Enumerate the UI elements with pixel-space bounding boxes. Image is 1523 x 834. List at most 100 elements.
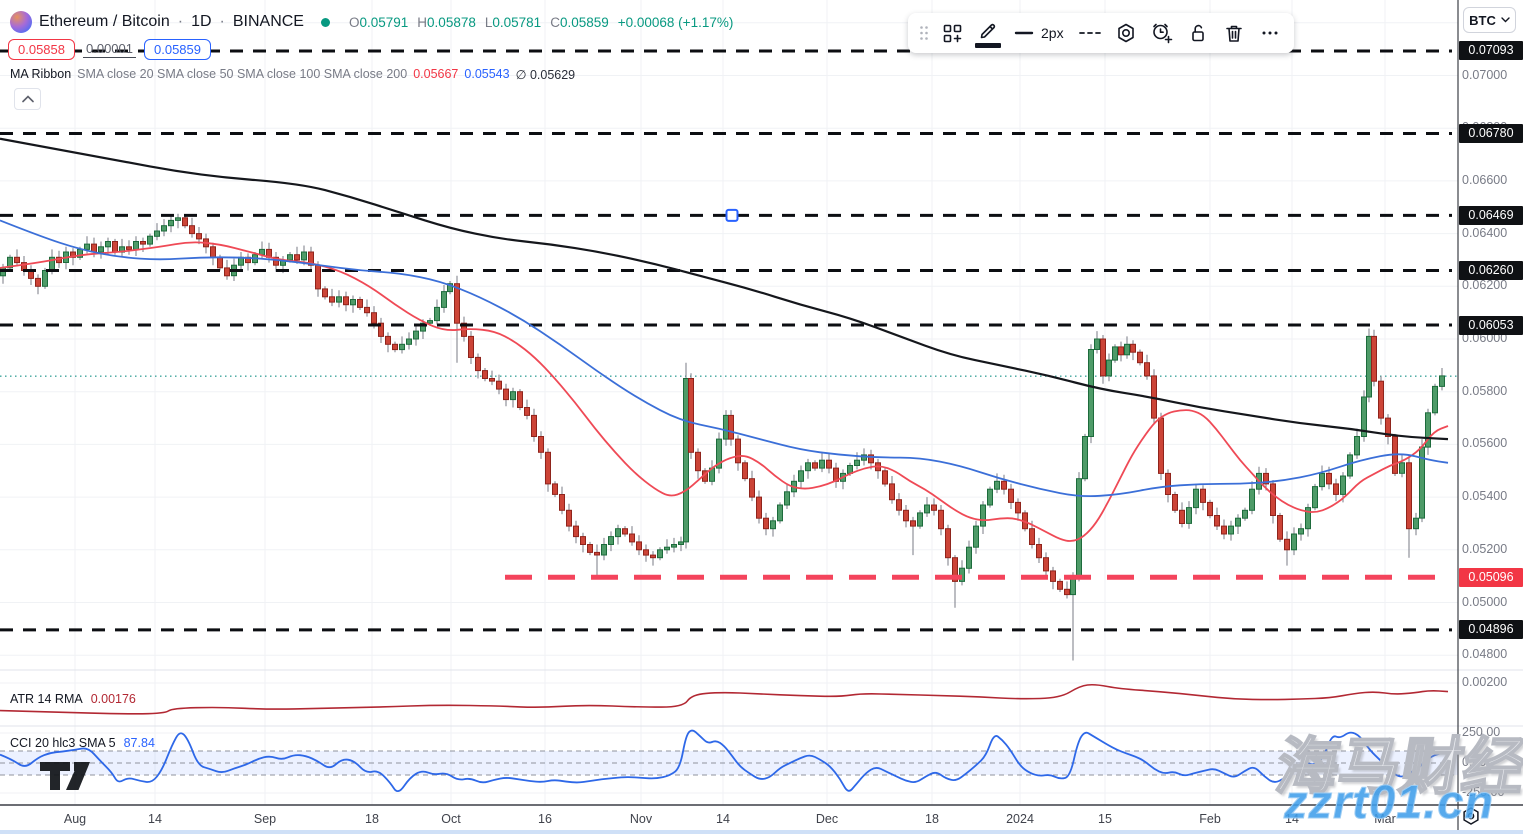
level-price-label: 0.06780	[1459, 123, 1523, 143]
price-tag-difference: 0.00001	[83, 41, 136, 58]
avg-symbol: ∅	[515, 68, 527, 82]
close-value: 0.05859	[559, 14, 609, 30]
line-width-icon	[1014, 31, 1034, 35]
atr-legend[interactable]: ATR 14 RMA 0.00176	[10, 692, 136, 706]
time-axis-label: 15	[1098, 812, 1112, 826]
ohlc-values: O0.05791 H0.05878 L0.05781 C0.05859 +0.0…	[348, 14, 734, 30]
separator: ·	[219, 13, 225, 30]
time-axis-label: Nov	[629, 812, 653, 826]
trash-icon	[1225, 25, 1242, 42]
level-price-label: 0.07093	[1459, 41, 1523, 61]
price-axis-label: 0.05600	[1462, 436, 1508, 451]
ma-ribbon-legend[interactable]: MA Ribbon SMA close 20 SMA close 50 SMA …	[10, 67, 575, 82]
chevron-down-icon	[1501, 17, 1510, 23]
level-price-label: 0.06469	[1459, 205, 1523, 225]
lock-button[interactable]	[1182, 17, 1214, 49]
collapse-legend-button[interactable]	[14, 88, 41, 110]
price-axis-label: 0.05200	[1462, 541, 1508, 556]
time-axis-label: 14	[716, 812, 730, 826]
cci-axis-label: 250.00	[1462, 725, 1501, 739]
time-axis-label: Sep	[253, 812, 277, 826]
market-status-icon[interactable]	[320, 17, 330, 27]
price-axis-label: 0.07000	[1462, 67, 1508, 82]
line-width-button[interactable]: 2px	[1008, 17, 1070, 49]
cci-axis-label: -250.00	[1462, 785, 1505, 799]
delete-button[interactable]	[1218, 17, 1250, 49]
dash-style-icon	[1078, 32, 1101, 34]
cci-axis-label: 0.00	[1462, 755, 1487, 769]
dash-style-button[interactable]	[1074, 17, 1106, 49]
sma-fast-value: 0.05667	[413, 67, 459, 81]
time-axis-label: Aug	[63, 812, 87, 826]
pencil-icon	[980, 23, 996, 38]
exchange-label[interactable]: BINANCE	[232, 13, 304, 30]
indicator-params: SMA close 20 SMA close 50 SMA close 100 …	[77, 67, 408, 81]
alert-add-icon	[1152, 23, 1172, 44]
more-icon	[1262, 31, 1278, 35]
support-price-label: 0.05096	[1459, 567, 1523, 587]
symbol-title[interactable]: Ethereum / Bitcoin	[39, 13, 170, 30]
separator: ·	[177, 13, 184, 30]
drag-handle-icon[interactable]	[916, 17, 932, 49]
cci-name: CCI 20 hlc3 SMA 5	[10, 736, 116, 750]
atr-name: ATR 14 RMA	[10, 692, 83, 706]
price-axis-label: 0.05000	[1462, 594, 1508, 609]
color-pencil-button[interactable]	[972, 17, 1004, 49]
price-axis-label: 0.06400	[1462, 225, 1508, 240]
time-axis-label: Mar	[1374, 812, 1396, 826]
settings-hexagon-icon	[1117, 23, 1134, 43]
time-axis-label: Feb	[1199, 812, 1221, 826]
time-axis-label: 14	[148, 812, 162, 826]
sma-mid-value: 0.05543	[464, 67, 510, 81]
atr-value: 0.00176	[90, 692, 136, 706]
currency-label: BTC	[1469, 12, 1496, 28]
drawing-anchor-handle[interactable]	[725, 208, 739, 222]
time-axis-label: 16	[538, 812, 552, 826]
bottom-strip	[0, 830, 1523, 834]
color-swatch	[975, 43, 1001, 48]
high-value: 0.05878	[427, 14, 476, 30]
add-alert-button[interactable]	[1146, 17, 1178, 49]
line-width-label: 2px	[1041, 25, 1064, 41]
template-add-button[interactable]	[936, 17, 968, 49]
open-value: 0.05791	[359, 14, 409, 30]
drawing-toolbar: 2px	[908, 13, 1294, 53]
price-tag-lower[interactable]: 0.05859	[144, 39, 211, 60]
interval-label[interactable]: 1D	[191, 13, 212, 30]
time-axis-label: 14	[1285, 812, 1299, 826]
time-axis-label: 18	[365, 812, 379, 826]
price-tag-upper[interactable]: 0.05858	[8, 39, 75, 60]
tradingview-logo[interactable]	[40, 762, 118, 795]
sma-avg-value: 0.05629	[529, 68, 576, 82]
time-axis-label: 18	[925, 812, 939, 826]
ethereum-logo-icon	[10, 11, 32, 33]
price-axis-label: 0.05400	[1462, 489, 1508, 504]
price-axis-label: 0.06600	[1462, 172, 1508, 187]
domain-watermark: zzrt01.cn	[1283, 775, 1495, 829]
axis-settings-icon[interactable]	[1461, 806, 1481, 831]
currency-unit-button[interactable]: BTC	[1463, 7, 1516, 33]
cci-legend[interactable]: CCI 20 hlc3 SMA 5 87.84	[10, 736, 155, 750]
level-price-label: 0.04896	[1459, 620, 1523, 640]
time-axis-label: Oct	[441, 812, 461, 826]
cci-value: 87.84	[123, 736, 155, 750]
change-value: +0.00068 (+1.17%)	[617, 14, 734, 30]
template-add-icon	[943, 24, 962, 43]
price-axis-label: 0.05800	[1462, 383, 1508, 398]
chevron-up-icon	[21, 95, 34, 103]
unlock-icon	[1191, 24, 1204, 42]
price-axis-label: 0.04800	[1462, 647, 1508, 662]
settings-button[interactable]	[1110, 17, 1142, 49]
time-axis-label: 2024	[1006, 812, 1034, 826]
level-price-label: 0.06260	[1459, 260, 1523, 280]
symbol-legend: Ethereum / Bitcoin · 1D · BINANCE O0.057…	[10, 11, 733, 33]
price-range-tags: 0.05858 0.00001 0.05859	[8, 39, 211, 60]
price-axis-label: 0.06200	[1462, 278, 1508, 293]
indicator-name: MA Ribbon	[10, 67, 72, 81]
low-value: 0.05781	[492, 14, 542, 30]
atr-axis-label: 0.00200	[1462, 675, 1508, 689]
more-options-button[interactable]	[1254, 17, 1286, 49]
level-price-label: 0.06053	[1459, 315, 1523, 335]
